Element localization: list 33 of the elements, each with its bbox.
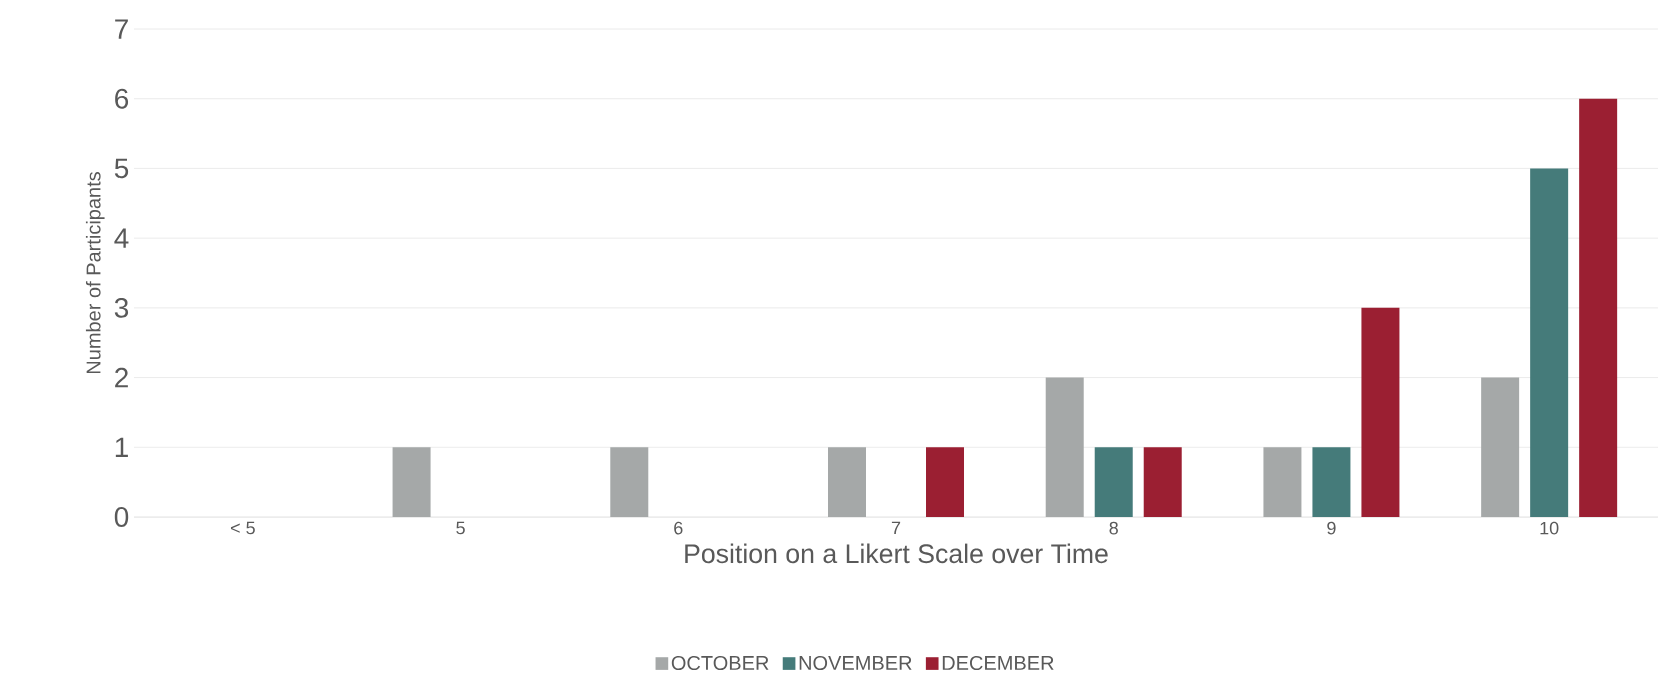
y-tick-label: 5	[114, 158, 129, 179]
bar	[1361, 307, 1400, 517]
y-tick-label: 6	[115, 88, 129, 109]
bar	[392, 447, 431, 517]
y-axis-title: Number of Participants	[85, 172, 105, 374]
bar	[1263, 447, 1302, 517]
x-tick-label: 7	[891, 521, 901, 535]
y-tick-label: 3	[114, 297, 129, 318]
x-tick-label: 9	[1327, 521, 1336, 535]
bar	[926, 447, 965, 517]
y-tick-label: 4	[114, 228, 129, 248]
y-tick-label: 0	[114, 507, 129, 527]
x-tick-label: < 5	[230, 521, 255, 535]
y-tick-label: 1	[115, 437, 128, 457]
bar	[1312, 447, 1351, 517]
bar	[1481, 377, 1520, 517]
bar	[1530, 168, 1569, 517]
x-tick-label: 5	[456, 521, 465, 535]
bar	[1579, 98, 1618, 517]
y-tick-label: 7	[115, 19, 128, 39]
y-tick-label: 2	[115, 367, 128, 388]
legend-label: OCTOBER	[671, 655, 769, 671]
legend-label: NOVEMBER	[799, 655, 912, 671]
bar	[1045, 377, 1084, 517]
bar	[1094, 447, 1133, 517]
bar	[1143, 447, 1182, 517]
bar	[610, 447, 649, 517]
x-tick-label: 8	[1109, 521, 1118, 535]
bar	[828, 447, 866, 517]
x-tick-label: 10	[1540, 521, 1559, 535]
x-tick-label: 6	[674, 521, 683, 535]
x-axis-title: Position on a Likert Scale over Time	[685, 543, 1108, 564]
legend-label: DECEMBER	[942, 655, 1054, 671]
